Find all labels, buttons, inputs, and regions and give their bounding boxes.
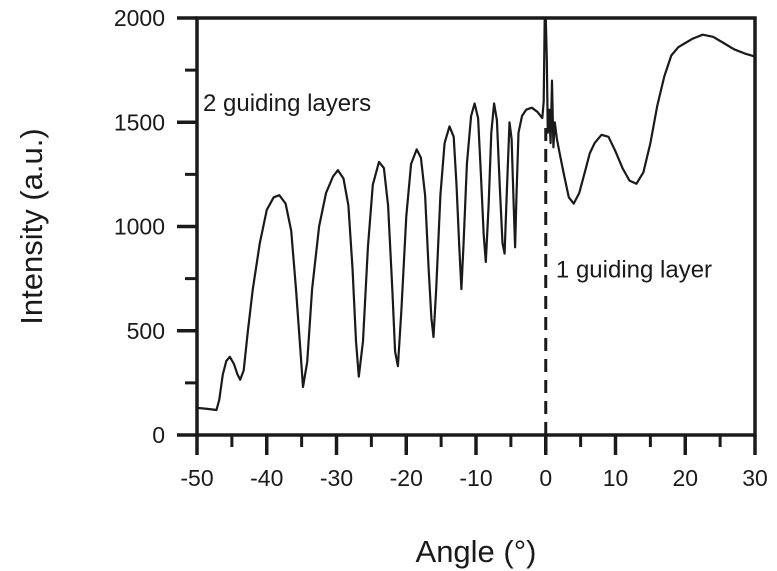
series-line-intensity — [197, 18, 755, 410]
annotation-1: 2 guiding layers — [203, 90, 371, 117]
x-tick-label: 0 — [539, 465, 552, 491]
x-tick-label: 30 — [742, 465, 768, 491]
annotation-2: 1 guiding layer — [556, 257, 712, 284]
x-tick-label: -50 — [180, 465, 213, 491]
x-axis-label: Angle (°) — [416, 534, 537, 569]
x-tick-label: -10 — [459, 465, 492, 491]
y-tick-label: 1500 — [114, 109, 165, 135]
x-tick-label: -30 — [320, 465, 353, 491]
axis-ticks — [177, 18, 755, 455]
y-tick-label: 1000 — [114, 214, 165, 240]
y-tick-label: 0 — [152, 422, 165, 448]
y-axis-label: Intensity (a.u.) — [14, 128, 49, 324]
tick-labels: -50 -40 -30 -20 -10 0 10 20 30 0 500 1000 1500 2000 — [114, 5, 768, 491]
x-tick-label: 20 — [672, 465, 698, 491]
y-tick-label: 500 — [127, 318, 165, 344]
x-tick-label: 10 — [603, 465, 629, 491]
y-tick-label: 2000 — [114, 5, 165, 31]
x-tick-label: -40 — [250, 465, 283, 491]
plot-frame — [197, 18, 755, 435]
x-tick-label: -20 — [390, 465, 423, 491]
